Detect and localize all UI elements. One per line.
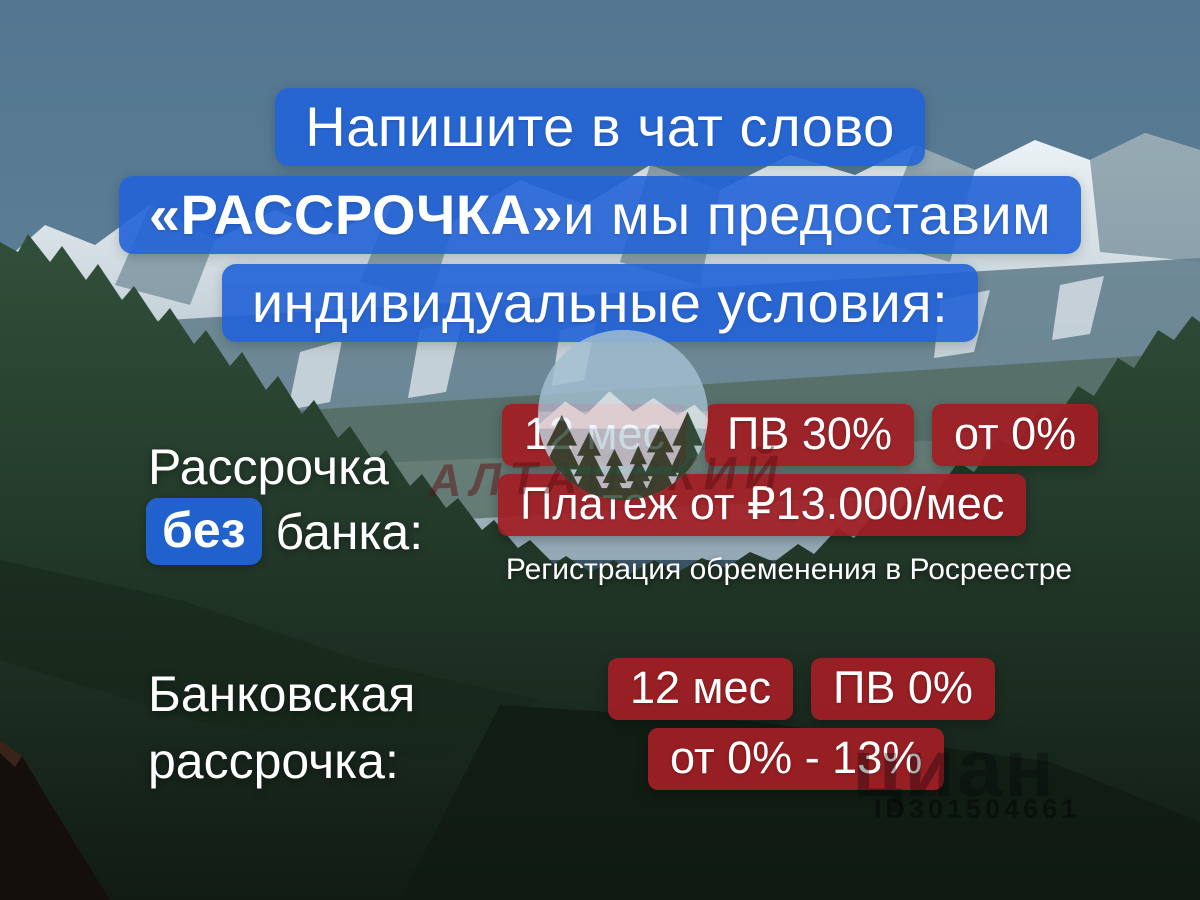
title-line-1-text: Напишите в чат слово xyxy=(305,95,895,158)
bank-label-line1: Банковская xyxy=(148,666,416,722)
no-bank-label-line1: Рассрочка xyxy=(148,439,389,495)
no-bank-downpayment-badge: ПВ 30% xyxy=(705,404,914,467)
title-line-2: «РАССРОЧКА» и мы предоставим xyxy=(118,176,1082,254)
title-line-3-text: индивидуальные условия: xyxy=(251,271,949,334)
bank-downpayment-badge: ПВ 0% xyxy=(811,658,995,721)
no-bank-label-rest: банка: xyxy=(275,503,424,560)
no-bank-chip: без xyxy=(146,498,262,565)
title-line-2-rest: и мы предоставим xyxy=(563,183,1052,246)
listing-id-watermark: ID301504661 xyxy=(874,794,1081,824)
bank-badges-row: 12 мес ПВ 0% xyxy=(608,658,995,721)
bank-label-line2: рассрочка: xyxy=(148,733,399,789)
cian-brand-watermark: циан xyxy=(852,723,1056,814)
agency-logo-watermark-icon xyxy=(538,330,708,500)
title-line-1: Напишите в чат слово xyxy=(275,88,925,166)
no-bank-rate-badge: от 0% xyxy=(931,404,1099,467)
no-bank-label-line2: без банка: xyxy=(146,498,423,565)
title-block: Напишите в чат слово «РАССРОЧКА» и мы пр… xyxy=(0,88,1200,342)
title-keyword: «РАССРОЧКА» xyxy=(148,183,564,246)
bank-term-badge: 12 мес xyxy=(608,658,794,721)
bank-rate-badge: от 0% - 13% xyxy=(648,728,945,791)
title-line-3: индивидуальные условия: xyxy=(221,264,979,342)
no-bank-note: Регистрация обременения в Росреестре xyxy=(505,553,1073,586)
